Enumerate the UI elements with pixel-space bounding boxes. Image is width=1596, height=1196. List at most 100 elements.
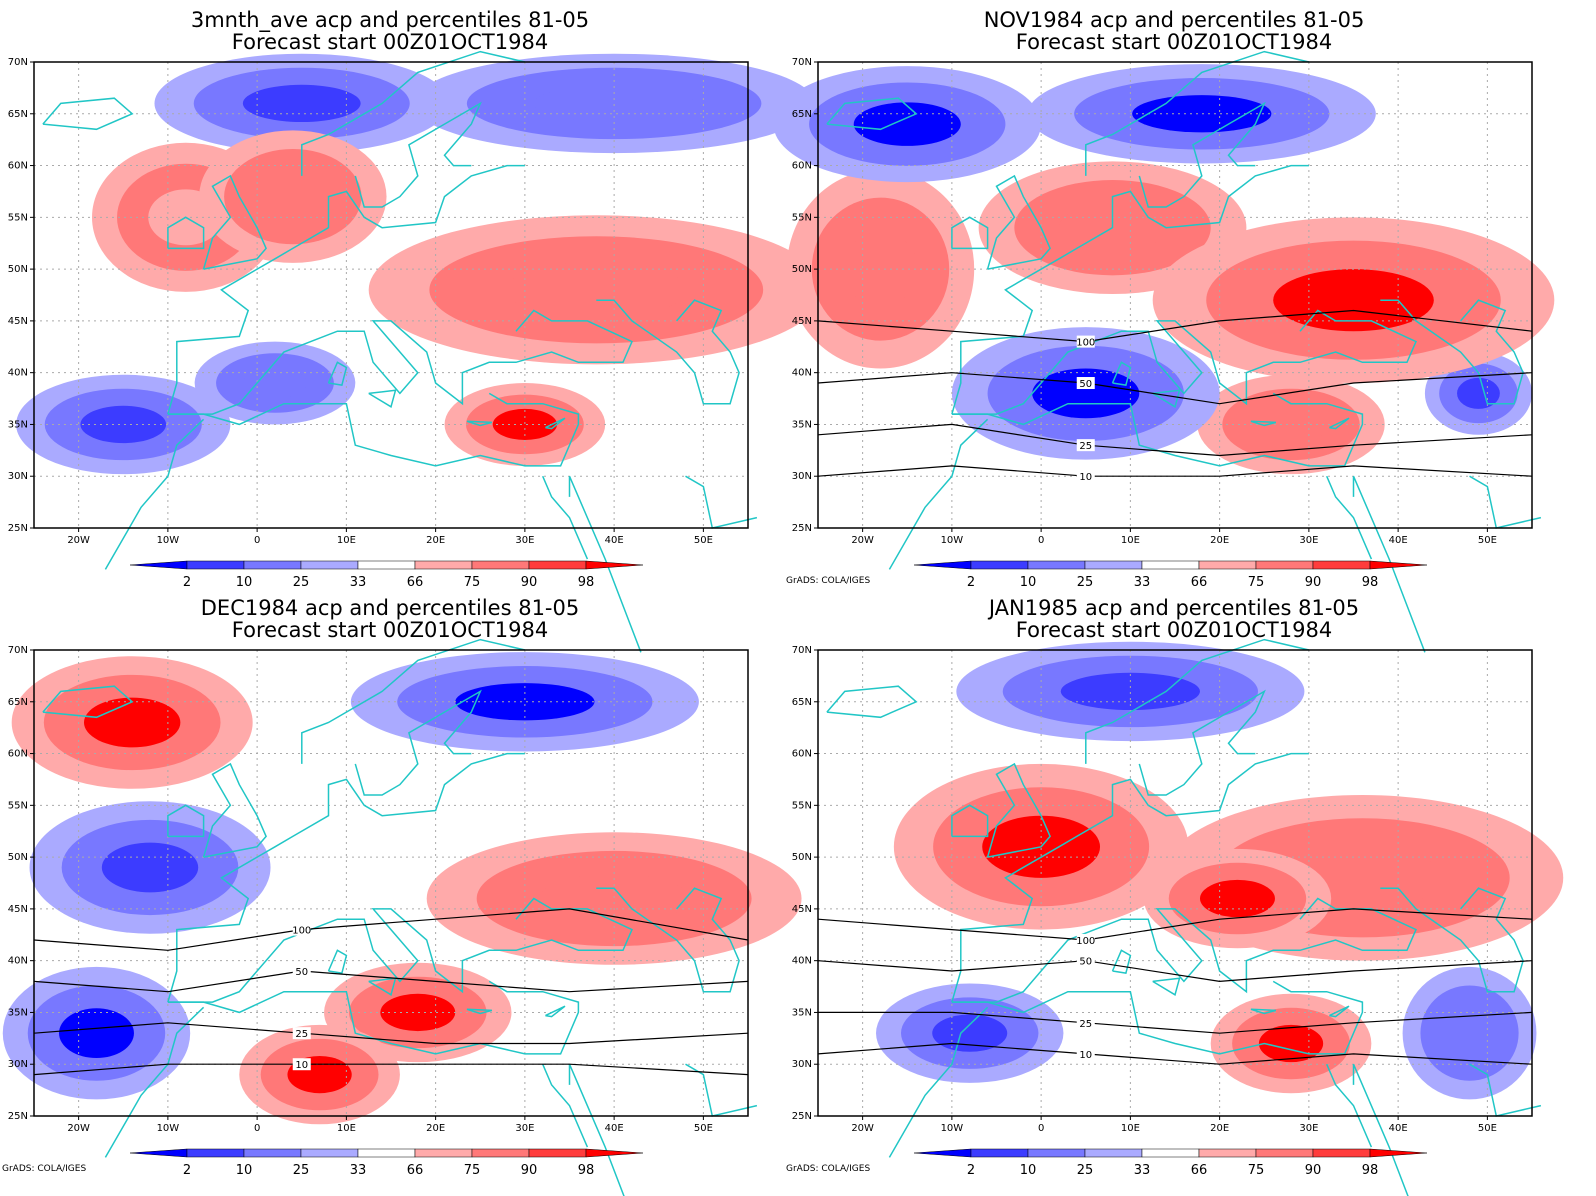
colorbar: 2 10 25 33 66 75 90 98 [129,1148,644,1178]
y-tick-label: 50N [792,264,812,275]
percentile-shading [16,53,824,475]
colorbar-segment [186,1148,245,1158]
x-tick-label: 10E [1121,1123,1140,1134]
percentile-shading [2,652,802,1125]
coastline [368,389,397,408]
colorbar-segment [1198,560,1257,570]
colorbar-label: 25 [293,575,310,590]
coastlines [42,50,758,653]
colorbar-arrow-high [585,1148,644,1158]
coastline [466,420,493,427]
colorbar-arrow-high [1369,560,1428,570]
y-tick-label: 60N [8,749,28,760]
coastline [167,216,205,250]
y-tick-label: 30N [792,471,812,482]
acp-contours: 100 50 25 10 [33,908,749,1076]
panel-3mnth-ave: 3mnth_ave acp and percentiles 81-05 Fore… [0,0,824,653]
coastline [1085,50,1310,176]
shade-core [242,84,361,123]
colorbar-label: 10 [236,575,253,590]
contour-label-bg [1076,470,1095,483]
y-tick-label: 45N [792,316,812,327]
coastline [327,949,348,974]
colorbar-label: 90 [521,575,538,590]
percentile-shading [773,64,1555,475]
shade-core [1132,95,1272,133]
coastline [167,309,633,415]
colorbar-segment [1141,560,1200,570]
colorbar-segment [414,560,473,570]
colorbar-arrow-low [129,1148,188,1158]
coastline [1326,1063,1373,1148]
colorbar-label: 10 [1020,575,1037,590]
x-tick-label: 20W [67,1123,90,1134]
y-tick-label: 65N [792,697,812,708]
coastline [951,164,1309,415]
panel-subtitle: Forecast start 00Z01OCT1984 [1015,30,1333,54]
y-tick-label: 30N [792,1059,812,1070]
x-tick-label: 0 [1038,535,1044,546]
shade-core [533,84,695,123]
x-tick-label: 20W [851,535,874,546]
shade-core [242,367,308,399]
y-tick-label: 55N [8,800,28,811]
colorbar-label: 75 [1248,575,1265,590]
colorbar-label: 33 [350,1163,367,1178]
colorbar-label: 98 [1362,1163,1379,1178]
colorbar-label: 25 [1077,575,1094,590]
coastline [545,417,566,430]
contour-label: 100 [1076,338,1095,349]
shade-core [1273,269,1434,332]
coastline [1469,1063,1542,1117]
colorbar-segment [970,1148,1029,1158]
panel-subtitle: Forecast start 00Z01OCT1984 [231,30,549,54]
colorbar-label: 33 [1134,1163,1151,1178]
coastline [1152,977,1181,996]
coastline [542,1063,589,1148]
coastline [1380,887,1524,993]
coastline [1326,475,1373,560]
contour-label: 25 [1079,1019,1092,1030]
colorbar-arrow-low [129,560,188,570]
coastline [301,638,526,764]
shade-core [101,842,199,893]
coastline [596,299,740,405]
y-tick-label: 65N [8,109,28,120]
x-tick-label: 30E [1299,1123,1318,1134]
x-tick-label: 40E [1389,535,1408,546]
colorbar-segment [970,560,1029,570]
contour-label-bg [292,1058,311,1071]
panel-title: NOV1984 acp and percentiles 81-05 [983,8,1365,32]
coastline [826,97,918,131]
colorbar-segment [357,1148,416,1158]
colorbar-label: 25 [1077,1163,1094,1178]
acp-contours: 100 50 25 10 [817,309,1533,483]
contour-label-bg [1076,954,1095,967]
y-tick-label: 25N [8,523,28,534]
contour-label: 10 [295,1060,308,1071]
y-tick-label: 30N [8,1059,28,1070]
x-tick-label: 10E [337,1123,356,1134]
shade-core [80,405,167,444]
colorbar-segment [186,560,245,570]
x-tick-label: 10W [157,535,180,546]
y-tick-label: 45N [8,904,28,915]
contour-label-bg [1076,439,1095,452]
coastline [951,804,989,838]
x-tick-label: 50E [694,1123,713,1134]
y-tick-label: 60N [792,161,812,172]
credit-label: GrADS: COLA/IGES [2,1164,87,1174]
colorbar-segment [471,1148,530,1158]
coastline [1329,1005,1350,1018]
colorbar-label: 75 [464,575,481,590]
contour-label: 25 [295,1029,308,1040]
shade-core [58,1008,134,1059]
shade-core [1253,405,1329,444]
x-tick-label: 10E [337,535,356,546]
contour-label-bg [1076,335,1095,348]
coastline [167,980,580,1055]
coastline [826,685,918,719]
coastline [888,418,989,570]
coastline [685,475,758,529]
colorbar-label: 2 [183,1163,191,1178]
